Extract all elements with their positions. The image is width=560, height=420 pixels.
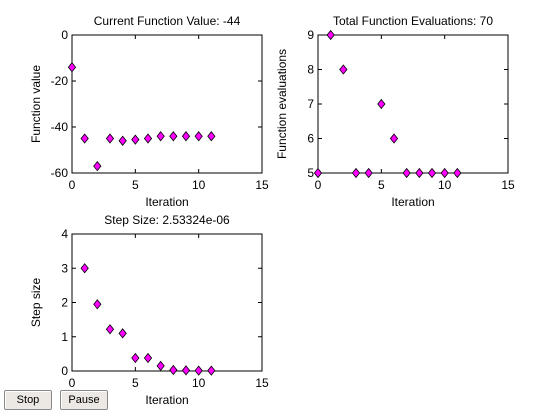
data-point [143,133,153,144]
y-tick-label: 0 [61,364,68,378]
x-axis-label: Iteration [145,393,188,407]
x-tick-label: 15 [255,376,269,390]
data-point [427,167,437,179]
data-point [440,167,449,179]
y-tick-label: -40 [51,120,69,134]
x-tick-label: 10 [192,178,206,192]
data-point [377,98,386,110]
data-point [105,324,115,335]
y-axis-label: Function value [29,65,43,143]
stop-button[interactable]: Stop [4,390,52,410]
x-tick-label: 15 [255,178,269,192]
data-point [207,131,216,142]
y-tick-label: 3 [61,261,68,275]
y-tick-label: 1 [61,330,68,344]
x-tick-label: 0 [69,178,76,192]
y-axis-label: Step size [29,277,43,327]
y-axis-label: Function evaluations [275,49,289,159]
x-tick-label: 0 [315,178,322,192]
x-tick-label: 10 [438,178,452,192]
data-point [80,263,89,274]
y-tick-label: -20 [51,74,69,88]
data-point [118,135,127,146]
y-tick-label: 0 [61,28,68,42]
data-point [156,131,165,142]
plot-axes-box [71,34,263,174]
data-point [326,29,335,41]
plot-axes-box [317,34,509,174]
data-point [194,365,203,376]
pause-button[interactable]: Pause [60,390,108,410]
data-point [131,134,140,145]
y-tick-label: 8 [307,63,314,77]
data-point [143,352,153,364]
data-point [402,167,411,179]
y-tick-label: -60 [51,166,69,180]
data-point [118,328,127,339]
x-tick-label: 5 [132,376,139,390]
y-tick-label: 9 [307,28,314,42]
y-tick-label: 7 [307,97,314,111]
plot-stepsize: 0 5 10 15 0 1 2 3 4 Step Size: 2.53324e-06 Iterati… [29,213,269,407]
data-point [389,133,399,144]
x-tick-label: 5 [132,178,139,192]
x-tick-label: 15 [501,178,515,192]
data-point [313,167,323,179]
data-point [339,64,348,75]
data-point [453,167,462,179]
data-point [80,133,89,144]
data-point [181,131,191,142]
plot-fval: 0 5 10 15 -60 -40 -20 0 Current Function Value: … [29,14,269,209]
data-point [351,167,361,179]
data-point [169,364,178,376]
x-axis-label: Iteration [145,195,188,209]
x-tick-label: 0 [69,376,76,390]
data-point [105,133,115,144]
data-point [67,62,77,73]
x-tick-label: 5 [378,178,385,192]
plot-title: Step Size: 2.53324e-06 [104,213,230,227]
x-tick-label: 10 [192,376,206,390]
plot-title: Total Function Evaluations: 70 [333,14,493,28]
data-point [364,167,373,179]
plot-axes-box [71,233,263,372]
x-axis-label: Iteration [391,195,434,209]
data-point [181,365,191,376]
data-point [194,131,203,142]
y-tick-label: 2 [61,296,68,310]
data-point [207,365,216,376]
data-point [93,299,102,310]
data-point [415,167,424,179]
data-point [131,352,140,364]
y-tick-label: 6 [307,132,314,146]
y-tick-label: 5 [307,166,314,180]
y-tick-label: 4 [61,227,68,241]
plot-title: Current Function Value: -44 [94,14,241,28]
data-point [169,131,178,142]
data-point [93,160,102,172]
data-point [156,360,165,372]
